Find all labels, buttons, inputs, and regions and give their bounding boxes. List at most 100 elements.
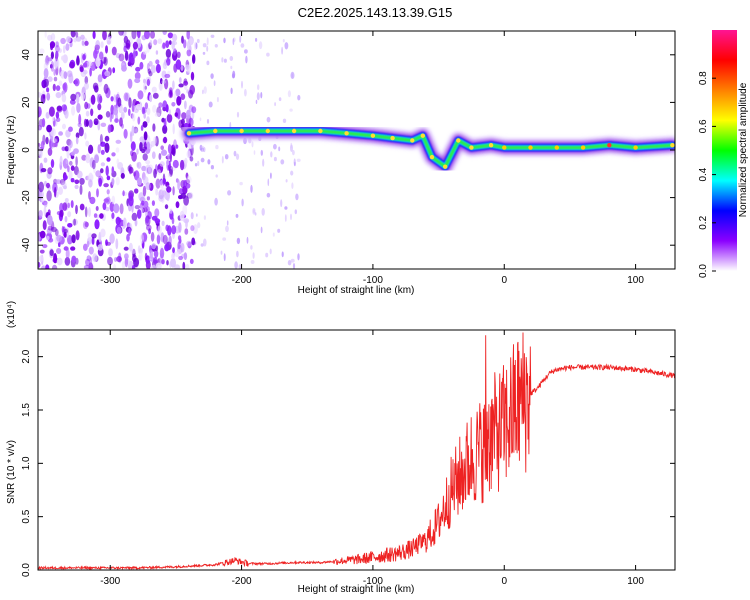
noise-speck [61,104,67,112]
noise-speck [131,102,135,113]
noise-speck [67,165,70,173]
noise-speck [106,189,110,195]
noise-speck [170,258,177,268]
noise-speck [236,250,239,258]
noise-speck [141,165,147,172]
snr-y-ticks: 0.0 0.5 1.0 1.5 2.0 [21,349,675,577]
noise-speck [197,222,201,229]
noise-speck [128,97,132,109]
noise-speck [38,181,44,193]
noise-speck [47,225,53,231]
noise-speck [141,200,145,206]
noise-speck [63,174,68,181]
noise-speck [131,31,137,40]
noise-speck [282,118,287,124]
noise-speck [115,53,121,59]
noise-speck [88,207,91,217]
noise-speck [230,87,233,95]
noise-speck [185,64,190,70]
noise-speck [38,210,43,218]
noise-speck [185,172,189,180]
noise-speck [100,122,107,128]
noise-speck [162,31,167,35]
noise-speck [164,78,169,90]
noise-speck [38,261,41,268]
noise-speck [87,232,93,240]
noise-speck [44,201,48,208]
noise-speck [55,85,61,91]
noise-speck [294,209,297,215]
noise-speck [199,117,202,122]
noise-speck [289,108,293,112]
noise-speck [167,144,172,154]
noise-speck [155,63,161,74]
x-tick-label: 100 [627,275,644,286]
noise-speck [50,64,53,69]
noise-speck [137,116,141,125]
noise-speck [46,92,51,101]
noise-speck [137,177,142,186]
noise-speck [119,203,124,215]
noise-speck [169,151,172,163]
noise-speck [123,92,129,102]
noise-speck [54,58,60,69]
noise-speck [272,232,275,237]
noise-speck [202,89,204,95]
noise-speck [48,237,54,243]
noise-speck [146,141,150,149]
noise-speck [143,131,148,141]
noise-speck [44,31,47,38]
ridge-point [580,145,586,150]
noise-speck [76,170,83,179]
noise-speck [269,248,272,255]
noise-speck [189,156,194,162]
noise-speck [128,108,131,117]
noise-speck [55,50,59,59]
noise-speck [79,177,85,185]
y-tick-label: 40 [21,49,32,61]
noise-speck [115,216,121,226]
noise-speck [171,102,176,107]
noise-speck [40,190,44,199]
snr-series-line [38,332,675,570]
ridge-point [607,143,612,148]
noise-speck [149,39,153,46]
noise-speck [84,76,89,85]
noise-speck [97,244,104,251]
noise-speck [148,60,153,67]
noise-speck [95,206,99,211]
noise-speck [38,91,42,98]
noise-speck [184,228,189,235]
noise-speck [173,48,177,56]
noise-speck [63,71,68,79]
x-tick-label: -100 [363,275,383,286]
noise-speck [240,43,245,48]
x-tick-label: -300 [100,275,120,286]
colorbar-ticks: 0.0 0.2 0.4 0.6 0.8 [698,71,716,278]
noise-speck [164,73,171,79]
noise-speck [186,49,192,57]
noise-speck [52,117,55,122]
noise-speck [136,148,139,155]
noise-speck [85,175,90,181]
noise-speck [55,45,60,53]
noise-speck [108,248,113,257]
noise-speck [41,118,46,128]
noise-speck [223,37,226,44]
noise-speck [239,35,242,43]
noise-speck [278,97,282,102]
noise-speck [258,41,263,50]
noise-speck [146,78,151,87]
ridge-point [502,145,507,150]
noise-speck [155,59,160,65]
noise-speck [290,213,292,220]
noise-speck [174,251,180,258]
noise-speck [127,53,134,64]
noise-speck [145,160,151,165]
noise-speck [75,204,78,215]
noise-speck [45,136,49,145]
noise-speck [123,106,128,113]
y-tick-label: 0.5 [21,509,32,523]
noise-speck [235,153,240,160]
noise-speck [63,228,68,234]
